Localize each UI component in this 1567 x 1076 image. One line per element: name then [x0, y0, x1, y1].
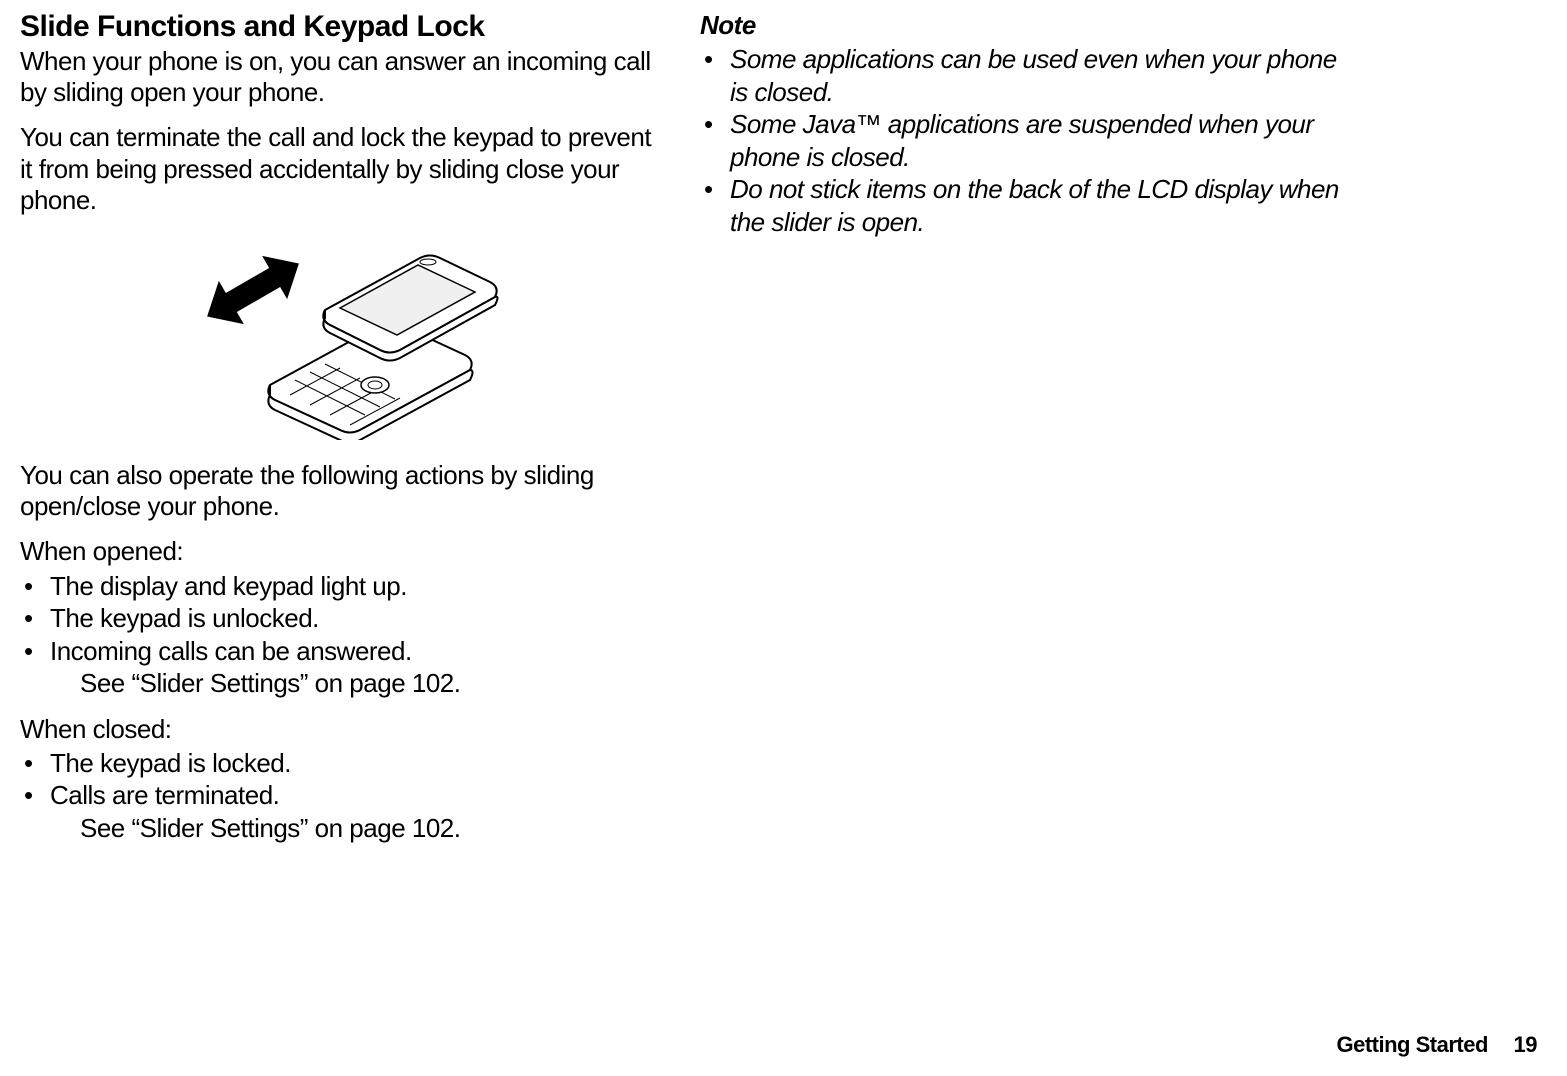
when-opened-label: When opened: — [20, 536, 660, 567]
list-item: The keypad is locked. — [20, 747, 660, 780]
list-item: Incoming calls can be answered. See “Sli… — [20, 635, 660, 700]
page-container: Slide Functions and Keypad Lock When you… — [20, 10, 1547, 858]
left-column: Slide Functions and Keypad Lock When you… — [20, 10, 660, 858]
note-heading: Note — [700, 10, 1340, 41]
phone-slide-illustration — [20, 230, 660, 440]
paragraph-3: You can also operate the following actio… — [20, 460, 660, 522]
list-item-subtext: See “Slider Settings” on page 102. — [50, 667, 660, 700]
footer-page-number: 19 — [1514, 1032, 1537, 1057]
note-list: Some applications can be used even when … — [700, 43, 1340, 238]
list-item: The display and keypad light up. — [20, 570, 660, 603]
list-item: The keypad is unlocked. — [20, 602, 660, 635]
paragraph-1: When your phone is on, you can answer an… — [20, 46, 660, 108]
paragraph-2: You can terminate the call and lock the … — [20, 122, 660, 216]
right-column: Note Some applications can be used even … — [700, 10, 1340, 858]
section-heading: Slide Functions and Keypad Lock — [20, 10, 660, 44]
phone-icon — [180, 230, 500, 440]
when-opened-list: The display and keypad light up. The key… — [20, 570, 660, 700]
note-item: Some Java™ applications are suspended wh… — [700, 108, 1340, 173]
list-item: Calls are terminated. See “Slider Settin… — [20, 779, 660, 844]
note-item: Some applications can be used even when … — [700, 43, 1340, 108]
note-item: Do not stick items on the back of the LC… — [700, 173, 1340, 238]
page-footer: Getting Started 19 — [1336, 1032, 1537, 1058]
list-item-text: Incoming calls can be answered. — [50, 636, 412, 666]
when-closed-list: The keypad is locked. Calls are terminat… — [20, 747, 660, 845]
when-closed-label: When closed: — [20, 714, 660, 745]
footer-section: Getting Started — [1336, 1032, 1487, 1057]
list-item-text: Calls are terminated. — [50, 780, 279, 810]
list-item-subtext: See “Slider Settings” on page 102. — [50, 812, 660, 845]
